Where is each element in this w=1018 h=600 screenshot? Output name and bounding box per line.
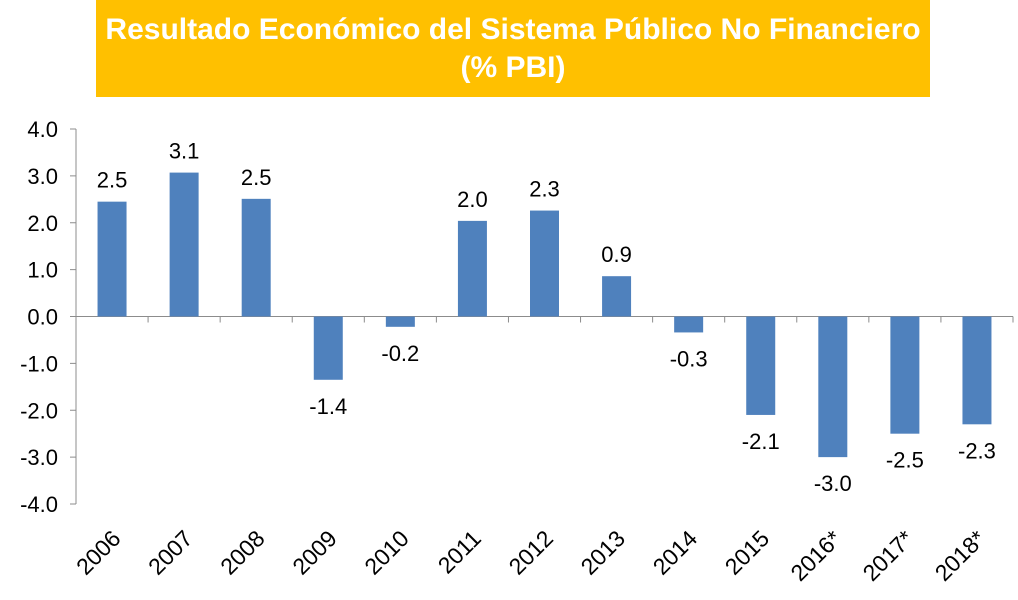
data-label: -2.5 [886, 448, 924, 473]
chart-title-banner: Resultado Económico del Sistema Público … [96, 0, 930, 97]
bar [241, 198, 271, 317]
data-label: 2.3 [529, 177, 560, 202]
y-tick-label: 2.0 [27, 211, 58, 236]
data-label: -0.3 [670, 346, 708, 371]
bar [313, 316, 343, 380]
chart-subtitle: (% PBI) [460, 50, 566, 84]
chart-title: Resultado Económico del Sistema Público … [105, 12, 921, 46]
bar [457, 220, 487, 317]
data-label: 2.5 [241, 165, 272, 190]
y-tick-label: -2.0 [20, 398, 58, 423]
data-label: 3.1 [169, 139, 200, 164]
x-tick-label: 2007 [143, 525, 198, 580]
bar [674, 316, 704, 333]
bar [97, 201, 127, 317]
data-label: -3.0 [814, 471, 852, 496]
data-label: 2.0 [457, 187, 488, 212]
data-label: -2.1 [742, 429, 780, 454]
bar [602, 276, 632, 317]
bar [385, 316, 415, 327]
bar [530, 210, 559, 317]
x-tick-label: 2014 [648, 525, 703, 580]
x-tick-label: 2018* [930, 525, 991, 586]
bar [746, 316, 776, 415]
data-label: 2.5 [97, 168, 128, 193]
y-tick-label: 1.0 [27, 258, 58, 283]
x-tick-label: 2009 [287, 525, 342, 580]
y-tick-label: -1.0 [20, 351, 58, 376]
x-tick-label: 2006 [71, 525, 126, 580]
bar [818, 316, 848, 458]
x-tick-label: 2017* [858, 525, 919, 586]
y-tick-label: 0.0 [27, 305, 58, 330]
x-tick-label: 2016* [785, 525, 846, 586]
x-tick-label: 2011 [433, 525, 486, 578]
x-tick-label: 2015 [720, 525, 775, 580]
y-tick-label: 4.0 [27, 117, 58, 142]
y-tick-label: 3.0 [27, 164, 58, 189]
bar [890, 316, 920, 434]
x-tick-label: 2013 [576, 525, 631, 580]
data-label: -0.2 [381, 341, 419, 366]
x-tick-label: 2010 [359, 525, 414, 580]
data-label: -2.3 [958, 438, 996, 463]
x-tick-label: 2012 [503, 525, 558, 580]
bar [169, 172, 199, 317]
y-tick-label: -4.0 [20, 492, 58, 517]
data-label: 0.9 [601, 242, 632, 267]
y-tick-label: -3.0 [20, 445, 58, 470]
x-tick-label: 2008 [215, 525, 270, 580]
bar [962, 316, 992, 425]
data-label: -1.4 [309, 394, 347, 419]
